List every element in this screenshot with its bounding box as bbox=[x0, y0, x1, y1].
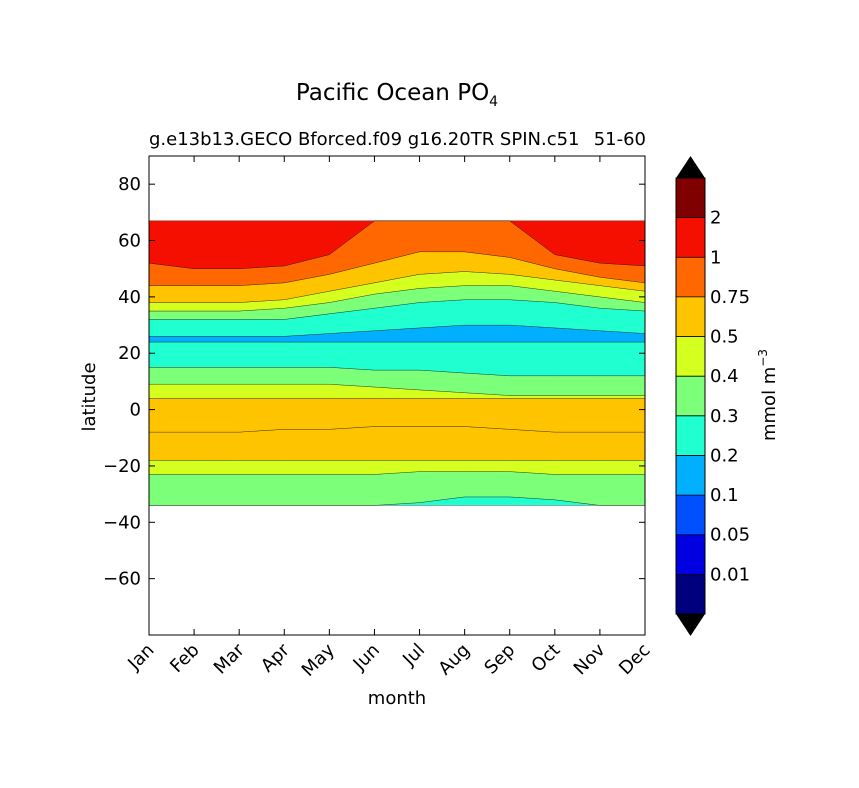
y-tick-label: −40 bbox=[103, 512, 141, 533]
plot-frame bbox=[148, 155, 646, 636]
colorbar-tick-label: 0.4 bbox=[710, 366, 739, 387]
colorbar-swatch bbox=[676, 534, 705, 575]
x-tick-label: Jul bbox=[398, 640, 429, 671]
colorbar-tick-label: 0.2 bbox=[710, 445, 739, 466]
colorbar-tick-label: 2 bbox=[710, 208, 721, 229]
colorbar-tick-label: 0.05 bbox=[710, 525, 750, 546]
colorbar-swatch bbox=[676, 217, 705, 258]
x-tick-label: Feb bbox=[166, 640, 203, 677]
contour-band-2 bbox=[148, 460, 646, 475]
y-tick-label: 80 bbox=[118, 174, 141, 195]
colorbar-tick-label: 0.5 bbox=[710, 327, 739, 348]
colorbar-swatch bbox=[676, 178, 705, 218]
y-tick-label: 60 bbox=[118, 231, 141, 252]
colorbar-tick-label: 1 bbox=[710, 247, 721, 268]
y-tick-label: −60 bbox=[103, 569, 141, 590]
x-axis-label: month bbox=[368, 688, 426, 709]
y-tick-label: −20 bbox=[103, 456, 141, 477]
x-tick-label: Aug bbox=[434, 640, 474, 680]
colorbar: 0.01 0.05 0.1 0.2 0.3 0.4 0.5 0.75 1 2 bbox=[675, 156, 750, 636]
colorbar-swatch bbox=[676, 376, 705, 416]
colorbar-swatch bbox=[676, 257, 705, 297]
colorbar-extend-min bbox=[676, 614, 705, 636]
chart-subtitle-right: 51-60 bbox=[594, 129, 646, 150]
colorbar-swatch bbox=[676, 455, 705, 496]
chart-subtitle-left: g.e13b13.GECO Bforced.f09 g16.20TR SPIN.… bbox=[149, 129, 580, 150]
colorbar-swatch bbox=[676, 336, 705, 377]
colorbar-tick-label: 0.1 bbox=[710, 485, 739, 506]
y-tick-label: 40 bbox=[118, 287, 141, 308]
colorbar-tick-label: 0.3 bbox=[710, 406, 739, 427]
x-tick-label: Nov bbox=[570, 639, 610, 679]
chart-title: Pacific Ocean PO4 bbox=[296, 80, 498, 110]
x-tick-label: Dec bbox=[615, 640, 654, 679]
colorbar-tick-label: 0.75 bbox=[710, 287, 750, 308]
x-tick-label: Sep bbox=[480, 640, 519, 679]
colorbar-tick-label: 0.01 bbox=[710, 564, 750, 585]
contour-fills bbox=[148, 220, 646, 506]
contour-band-1 bbox=[148, 471, 646, 506]
x-tick-label: Oct bbox=[527, 640, 564, 677]
x-tick-label: Mar bbox=[210, 639, 249, 678]
colorbar-swatch bbox=[676, 495, 705, 535]
x-tick-label: Apr bbox=[257, 639, 294, 676]
y-tick-label: 0 bbox=[130, 400, 141, 421]
y-tick-label: 20 bbox=[118, 343, 141, 364]
y-axis: 80 60 40 20 0 −20 −40 −60 bbox=[103, 174, 645, 590]
colorbar-extend-max bbox=[676, 156, 705, 178]
colorbar-frame bbox=[675, 177, 706, 615]
y-axis-label: latitude bbox=[79, 362, 100, 431]
colorbar-swatch bbox=[676, 415, 705, 456]
colorbar-swatch bbox=[676, 296, 705, 337]
colorbar-swatch bbox=[676, 574, 705, 614]
x-tick-label: Jun bbox=[349, 640, 384, 675]
x-tick-label: May bbox=[298, 639, 339, 680]
x-tick-label: Jan bbox=[123, 640, 158, 675]
colorbar-label: mmol m−3 bbox=[756, 349, 780, 441]
